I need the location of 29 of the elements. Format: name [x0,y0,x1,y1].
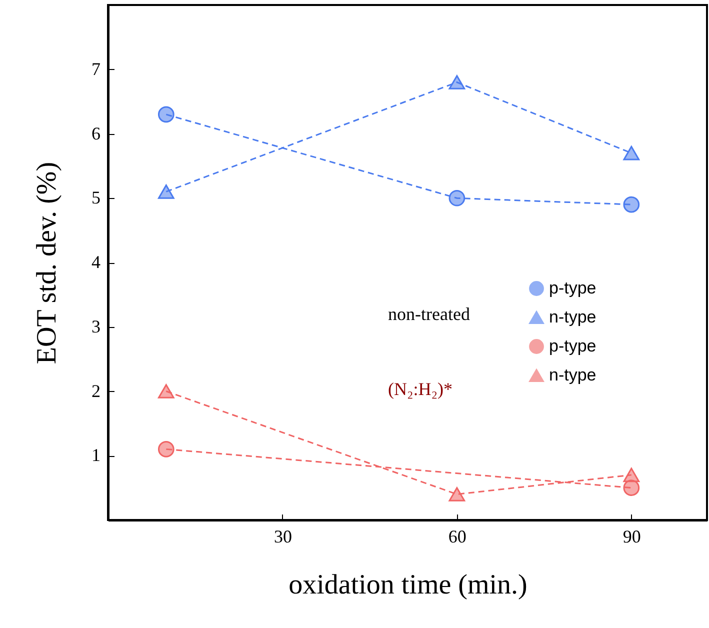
y-axis-title: EOT std. dev. (%) [32,162,62,364]
y-tick-label: 3 [92,316,100,336]
x-tick-label: 90 [622,526,641,546]
x-tick-label: 30 [274,526,292,546]
annotation: non-treated [388,304,470,324]
y-tick-label: 5 [92,188,100,208]
point [158,441,174,458]
point [158,384,174,398]
legend-label: n-type [549,366,596,384]
y-tick-label: 2 [92,380,100,401]
point [623,196,640,213]
x-tick-label: 60 [448,526,466,546]
point [158,184,174,199]
point [448,75,466,90]
legend-label: p-type [549,278,596,298]
point [623,146,640,160]
point [623,468,640,482]
annotation: (N₂:H₂)* [388,379,453,399]
y-tick-label: 6 [92,123,100,144]
point [448,487,466,502]
point [158,106,174,123]
x-axis-title: oxidation time (min.) [288,570,528,600]
point [448,190,466,206]
point [623,480,640,496]
y-tick-label: 7 [92,58,100,79]
legend-label: p-type [549,336,596,356]
legend-label: n-type [549,308,596,326]
y-tick-label: 4 [92,252,100,272]
y-tick-label: 1 [92,445,100,466]
